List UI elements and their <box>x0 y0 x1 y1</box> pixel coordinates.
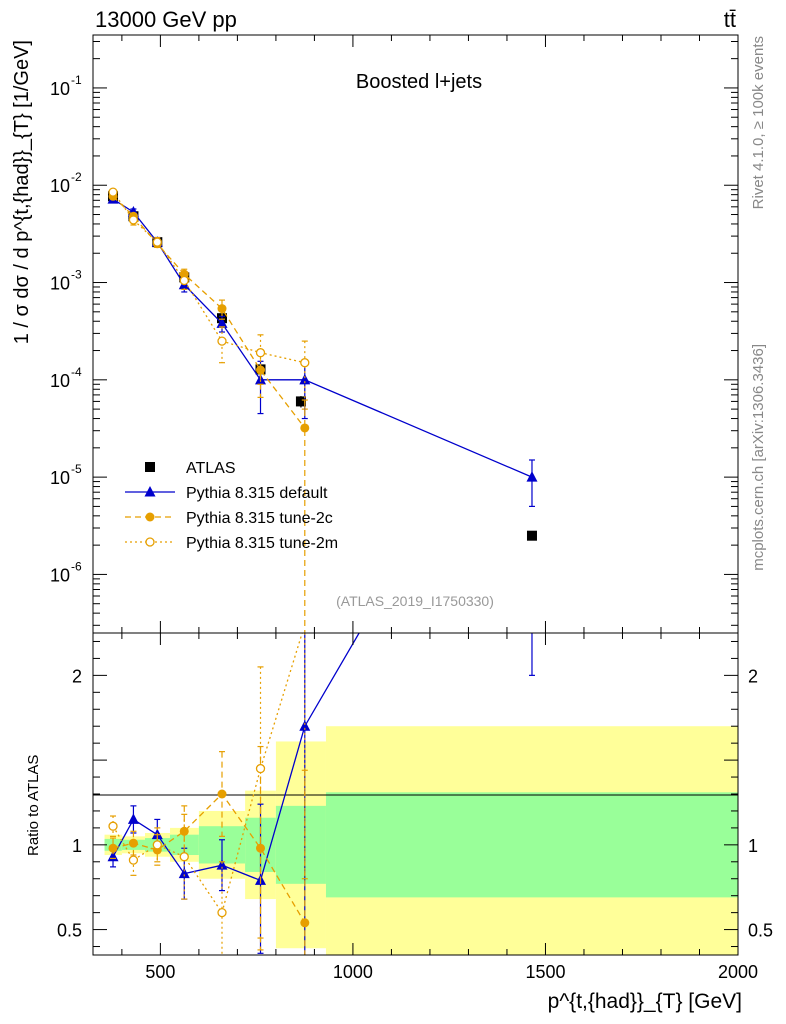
y-axis-label-main: 1 / σ dσ / d p^{t,{had}}_{T} [1/GeV] <box>11 40 33 344</box>
ratio-point-3-5 <box>255 763 266 774</box>
legend-label-0: ATLAS <box>186 460 236 477</box>
main-point-3-4 <box>217 336 227 346</box>
ratio-uncertainty-bands <box>104 726 738 955</box>
ratio-point-3-0 <box>108 821 118 831</box>
main-point-2-4 <box>217 304 227 314</box>
analysis-label: (ATLAS_2019_I1750330) <box>336 593 494 609</box>
y-axis-label-ratio: Ratio to ATLAS <box>25 755 42 856</box>
y-tick-label-main-1: 10 <box>50 468 70 488</box>
main-point-3-6 <box>300 358 310 368</box>
legend-marker-3 <box>145 537 155 547</box>
process-label: tt̄ <box>724 7 736 32</box>
y-tick-label-main-0: 10 <box>50 565 70 585</box>
legend-label-1: Pythia 8.315 default <box>186 485 328 502</box>
main-point-3-1 <box>128 215 139 225</box>
main-point-0-6 <box>295 396 306 407</box>
ratio-point-3-3 <box>179 852 189 862</box>
main-point-3-2 <box>152 237 162 247</box>
y-tick-label-ratio-left-1: 1 <box>72 836 82 856</box>
main-point-1-7 <box>526 471 538 482</box>
y-tick-label-main-2: 10 <box>50 371 70 391</box>
ratio-series-3 <box>108 633 308 955</box>
y-tick-label-ratio-right-2: 2 <box>748 666 758 686</box>
ratio-point-1-6 <box>299 720 311 731</box>
legend-marker-1 <box>144 486 156 497</box>
plot-title: Boosted l+jets <box>356 71 482 93</box>
ratio-point-2-4 <box>217 789 227 799</box>
legend-marker-2 <box>145 512 155 522</box>
ratio-point-2-0 <box>108 843 118 853</box>
y-tick-label-main-exp-2: -4 <box>71 365 82 379</box>
main-point-3-5 <box>255 348 266 358</box>
y-tick-label-main-exp-3: -3 <box>71 268 82 282</box>
y-tick-label-main-4: 10 <box>50 176 70 196</box>
main-panel-series <box>107 187 538 633</box>
main-point-3-3 <box>179 275 189 286</box>
main-point-3-0 <box>108 187 118 197</box>
y-tick-label-ratio-left-0: 0.5 <box>57 921 82 941</box>
ratio-point-1-4 <box>216 859 228 870</box>
ratio-point-3-2 <box>152 840 162 850</box>
main-series-1 <box>107 193 538 508</box>
x-tick-label-2: 1500 <box>525 962 565 982</box>
ratio-panel-series <box>107 330 537 955</box>
main-series-line-1 <box>112 198 533 478</box>
legend-label-2: Pythia 8.315 tune-2c <box>186 510 333 527</box>
ratio-point-1-1 <box>127 813 139 824</box>
legend-marker-0 <box>145 462 155 472</box>
main-series-3 <box>108 187 310 410</box>
main-point-0-7 <box>526 530 537 541</box>
y-tick-label-ratio-left-2: 2 <box>72 666 82 686</box>
y-tick-label-ratio-right-1: 1 <box>748 836 758 856</box>
mcplots-label: mcplots.cern.ch [arXiv:1306.3436] <box>750 344 767 571</box>
y-tick-label-main-exp-1: -5 <box>71 462 82 476</box>
y-tick-label-main-exp-5: -1 <box>71 73 82 87</box>
ratio-band-inner-6 <box>275 805 326 884</box>
ratio-point-1-7 <box>526 330 537 341</box>
main-point-1-6 <box>299 373 311 385</box>
x-tick-label-1: 1000 <box>333 962 373 982</box>
main-point-2-6 <box>300 423 310 433</box>
ratio-band-inner-7 <box>325 792 738 898</box>
ratio-point-1-3 <box>178 867 190 879</box>
y-tick-label-main-3: 10 <box>50 274 70 294</box>
y-tick-label-main-5: 10 <box>50 79 70 99</box>
main-point-1-4 <box>216 317 228 328</box>
x-axis-label: p^{t,{had}}_{T} [GeV] <box>548 990 742 1013</box>
legend: ATLAS Pythia 8.315 default Pythia 8.315 tu… <box>125 460 338 552</box>
ratio-point-3-1 <box>128 855 139 865</box>
x-tick-label-0: 500 <box>145 962 175 982</box>
y-tick-label-main-exp-0: -6 <box>71 559 82 573</box>
rivet-version-label: Rivet 4.1.0, ≥ 100k events <box>750 36 767 209</box>
beam-energy-label: 13000 GeV pp <box>95 7 237 32</box>
main-series-line-2 <box>112 195 306 429</box>
main-series-line-3 <box>112 191 305 364</box>
legend-label-3: Pythia 8.315 tune-2m <box>186 535 338 552</box>
y-tick-label-main-exp-4: -2 <box>71 170 82 184</box>
y-tick-label-ratio-right-0: 0.5 <box>748 921 773 941</box>
ratio-point-2-6 <box>300 918 310 928</box>
x-tick-label-3: 2000 <box>718 962 758 982</box>
ratio-point-3-4 <box>217 907 227 918</box>
